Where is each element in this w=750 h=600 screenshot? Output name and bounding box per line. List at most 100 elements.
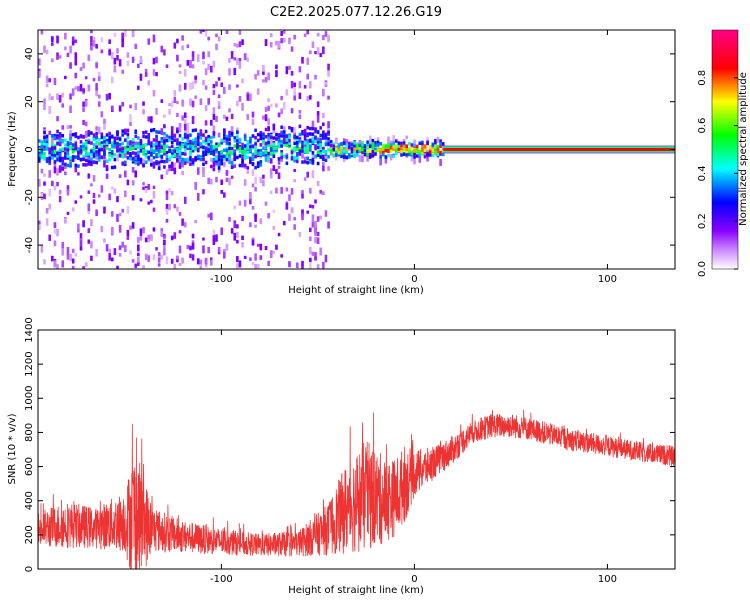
spectrogram-cell xyxy=(262,179,265,187)
spectrogram-cell xyxy=(298,81,302,89)
spectrogram-cell xyxy=(147,141,151,146)
spectrogram-cell xyxy=(186,59,190,66)
spectrogram-cell xyxy=(306,171,310,178)
spectrogram-cell xyxy=(45,137,49,142)
spectrogram-cell xyxy=(254,73,257,80)
spectrogram-cell xyxy=(314,220,317,229)
spectrogram-cell xyxy=(298,137,302,141)
spectrogram-cell xyxy=(79,144,83,149)
spectrogram-cell xyxy=(92,192,96,199)
spectrogram-cell xyxy=(58,148,62,152)
spectrogram-cell xyxy=(160,145,164,150)
spectrogram-cell xyxy=(92,40,96,47)
spectrogram-cell xyxy=(327,121,330,129)
spectrogram-cell xyxy=(43,130,46,135)
spectrogram-cell xyxy=(293,179,296,183)
spectrogram-cell xyxy=(366,152,369,157)
spectrogram-cell xyxy=(139,55,143,64)
spectrogram-cell xyxy=(426,149,429,153)
spectrogram-cell xyxy=(178,84,182,92)
spectrogram-cell xyxy=(282,142,286,147)
spectrogram-cell xyxy=(402,138,406,143)
spectrogram-cell xyxy=(142,163,145,167)
spectrogram-cell xyxy=(69,133,72,140)
snr-ytick-label: 0 xyxy=(24,566,35,572)
spectrogram-cell xyxy=(160,143,164,148)
spectrogram-cell xyxy=(277,133,281,137)
spectrogram-cell xyxy=(259,143,263,147)
spectrogram-cell xyxy=(309,263,312,269)
spectrogram-cell xyxy=(131,160,135,164)
spectrogram-cell xyxy=(322,133,325,138)
spectrogram-cell xyxy=(366,144,369,149)
spectrogram-cell xyxy=(58,133,62,137)
spectrogram-cell xyxy=(142,130,145,135)
spectrogram-cell xyxy=(142,265,145,269)
spectrogram-cell xyxy=(48,78,52,83)
spectrogram-cell xyxy=(181,218,184,226)
spectrogram-cell xyxy=(100,143,104,148)
spectrogram-cell xyxy=(371,154,375,158)
spectrogram-cell xyxy=(181,137,184,141)
spectrogram-cell xyxy=(436,152,440,157)
spectrogram-cell xyxy=(116,265,119,269)
spectrogram-cell xyxy=(223,192,226,198)
spectrogram-cell xyxy=(322,88,325,97)
spectrogram-cell xyxy=(264,246,268,251)
spectrogram-cell xyxy=(110,257,114,262)
spectrogram-cell xyxy=(189,152,192,157)
spectrogram-cell xyxy=(123,149,127,154)
spectrogram-cell xyxy=(267,143,270,147)
spectrogram-cell xyxy=(71,150,75,154)
spectrogram-cell xyxy=(38,58,41,66)
spectrogram-cell xyxy=(144,155,148,159)
snr-ytick-label: 1000 xyxy=(24,386,35,411)
spectrogram-cell xyxy=(95,209,98,217)
spectrogram-cell xyxy=(233,157,237,162)
spectrogram-cell xyxy=(100,141,104,145)
spectrogram-cell xyxy=(165,190,169,194)
spectrogram-cell xyxy=(150,149,153,153)
spectrogram-cell xyxy=(142,152,145,156)
spectrogram-cell xyxy=(157,143,161,148)
spectrogram-cell xyxy=(374,152,377,156)
spectrogram-cell xyxy=(139,73,143,81)
spectrogram-cell xyxy=(293,34,296,40)
spectrogram-cell xyxy=(144,237,148,243)
spectrogram-cell xyxy=(335,151,338,155)
spectrogram-cell xyxy=(110,105,114,111)
spectrogram-cell xyxy=(421,147,424,152)
spectrogram-ytick-label: -40 xyxy=(24,237,35,253)
spectrogram-cell xyxy=(256,151,260,156)
spectrogram-cell xyxy=(309,160,312,165)
spectrogram-cell xyxy=(355,144,359,148)
spectrogram-cell xyxy=(309,187,312,194)
colorbar-label: Normalized spectral amplitude xyxy=(738,72,749,226)
spectrogram-cell xyxy=(43,147,46,151)
spectrogram-cell xyxy=(335,153,338,157)
spectrogram-cell xyxy=(144,72,148,77)
spectrogram-cell xyxy=(264,76,268,83)
spectrogram-cell xyxy=(389,145,393,150)
spectrogram-cell xyxy=(160,230,164,237)
spectrogram-cell xyxy=(77,156,80,160)
spectrogram-cell xyxy=(113,144,117,148)
spectrogram-cell xyxy=(264,114,268,122)
spectrogram-cell xyxy=(309,227,312,233)
spectrogram-cell xyxy=(170,149,174,153)
spectrogram-cell xyxy=(217,160,221,164)
spectrogram-ylabel: Frequency (Hz) xyxy=(7,111,18,187)
spectrogram-cell xyxy=(121,129,124,133)
spectrogram-cell xyxy=(194,137,197,141)
spectrogram-cell xyxy=(301,193,304,199)
spectrogram-cell xyxy=(395,139,398,143)
spectrogram-cell xyxy=(361,147,364,152)
spectrogram-cell xyxy=(301,153,304,159)
spectrogram-cell xyxy=(241,159,244,163)
spectrogram-cell xyxy=(181,160,184,165)
spectrogram-cell xyxy=(238,96,242,102)
spectrogram-cell xyxy=(131,222,135,229)
spectrogram-cell xyxy=(137,159,140,164)
spectrogram-cell xyxy=(61,158,65,163)
spectrogram-cell xyxy=(51,152,54,157)
